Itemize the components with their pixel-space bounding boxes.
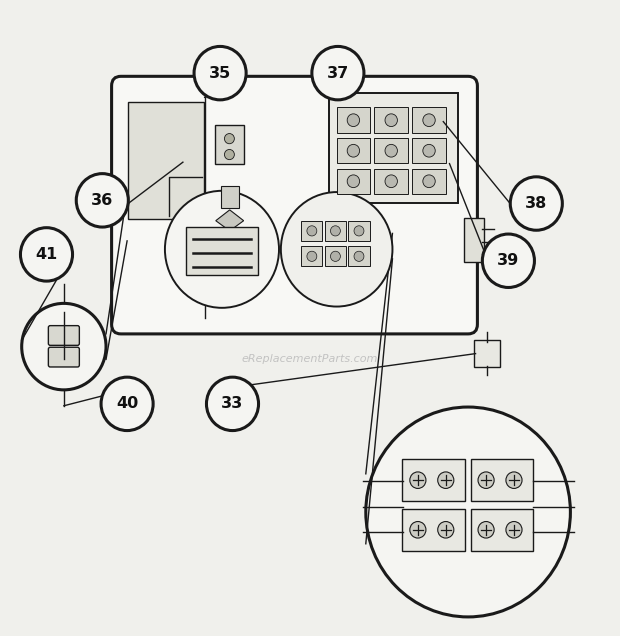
Circle shape	[194, 46, 246, 100]
Text: 38: 38	[525, 196, 547, 211]
FancyBboxPatch shape	[301, 246, 322, 266]
Circle shape	[206, 377, 259, 431]
FancyBboxPatch shape	[48, 326, 79, 345]
Circle shape	[330, 251, 340, 261]
Circle shape	[478, 472, 494, 488]
Circle shape	[478, 522, 494, 538]
Circle shape	[224, 134, 234, 144]
FancyBboxPatch shape	[337, 169, 370, 194]
FancyBboxPatch shape	[301, 221, 322, 241]
Polygon shape	[216, 210, 244, 231]
Text: 33: 33	[221, 396, 244, 411]
Circle shape	[423, 175, 435, 188]
Text: 41: 41	[35, 247, 58, 262]
Circle shape	[22, 303, 106, 390]
Circle shape	[307, 226, 317, 236]
Circle shape	[347, 144, 360, 157]
Circle shape	[506, 472, 522, 488]
Circle shape	[354, 226, 364, 236]
Circle shape	[281, 192, 392, 307]
Text: 35: 35	[209, 66, 231, 81]
FancyBboxPatch shape	[374, 107, 408, 133]
Circle shape	[347, 114, 360, 127]
Circle shape	[410, 472, 426, 488]
Circle shape	[385, 175, 397, 188]
FancyBboxPatch shape	[221, 186, 239, 208]
FancyBboxPatch shape	[48, 347, 79, 367]
FancyBboxPatch shape	[412, 107, 446, 133]
Circle shape	[482, 234, 534, 287]
Circle shape	[438, 522, 454, 538]
FancyBboxPatch shape	[412, 169, 446, 194]
FancyBboxPatch shape	[348, 221, 370, 241]
FancyBboxPatch shape	[471, 459, 533, 501]
Text: 40: 40	[116, 396, 138, 411]
Circle shape	[423, 114, 435, 127]
Circle shape	[20, 228, 73, 281]
FancyBboxPatch shape	[374, 138, 408, 163]
Text: 36: 36	[91, 193, 113, 208]
FancyBboxPatch shape	[337, 138, 370, 163]
Circle shape	[506, 522, 522, 538]
Circle shape	[366, 407, 570, 617]
Circle shape	[101, 377, 153, 431]
Text: 39: 39	[497, 253, 520, 268]
Circle shape	[312, 46, 364, 100]
FancyBboxPatch shape	[374, 169, 408, 194]
Circle shape	[410, 522, 426, 538]
FancyBboxPatch shape	[186, 227, 258, 275]
Circle shape	[330, 226, 340, 236]
Circle shape	[438, 472, 454, 488]
Circle shape	[385, 114, 397, 127]
Circle shape	[354, 251, 364, 261]
FancyBboxPatch shape	[412, 138, 446, 163]
FancyBboxPatch shape	[402, 459, 465, 501]
FancyBboxPatch shape	[325, 221, 346, 241]
FancyBboxPatch shape	[329, 93, 458, 203]
FancyBboxPatch shape	[325, 246, 346, 266]
FancyBboxPatch shape	[337, 107, 370, 133]
Text: eReplacementParts.com: eReplacementParts.com	[242, 354, 378, 364]
FancyBboxPatch shape	[348, 246, 370, 266]
FancyBboxPatch shape	[112, 76, 477, 334]
Text: 37: 37	[327, 66, 349, 81]
Circle shape	[510, 177, 562, 230]
FancyBboxPatch shape	[402, 509, 465, 551]
Circle shape	[76, 174, 128, 227]
Circle shape	[224, 149, 234, 160]
FancyBboxPatch shape	[215, 125, 244, 164]
Circle shape	[165, 191, 279, 308]
FancyBboxPatch shape	[464, 218, 484, 262]
Circle shape	[347, 175, 360, 188]
FancyBboxPatch shape	[474, 340, 500, 367]
Circle shape	[423, 144, 435, 157]
Circle shape	[385, 144, 397, 157]
Circle shape	[307, 251, 317, 261]
FancyBboxPatch shape	[128, 102, 204, 219]
FancyBboxPatch shape	[471, 509, 533, 551]
